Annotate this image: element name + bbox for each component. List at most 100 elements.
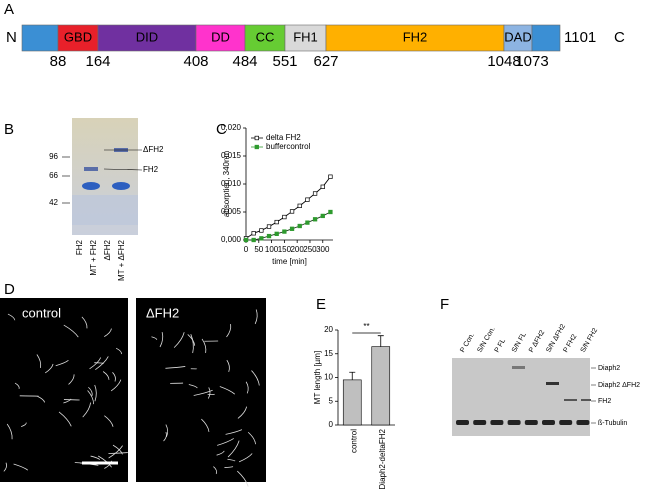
- tubulin-band: [507, 420, 521, 425]
- domain-name: DID: [136, 29, 158, 44]
- legend-label: delta FH2: [266, 133, 301, 142]
- point: [328, 174, 333, 179]
- filament: [3, 462, 7, 472]
- filament: [36, 354, 42, 369]
- band-label: ß-Tubulin: [598, 420, 627, 427]
- series-line: [246, 211, 331, 241]
- y-tick-label: 20: [324, 325, 333, 334]
- band-label: FH2: [143, 165, 159, 174]
- marker-label: 96: [49, 152, 58, 161]
- error-bar: [377, 335, 384, 347]
- band: [546, 382, 559, 385]
- y-tick-label: 0,010: [221, 179, 242, 188]
- domain-name: DAD: [504, 29, 531, 44]
- band-label: Diaph2 ΔFH2: [598, 382, 640, 389]
- marker-label: 66: [49, 171, 58, 180]
- tubulin-band: [473, 420, 487, 425]
- filament: [151, 336, 158, 340]
- filament: [237, 406, 248, 419]
- band: [564, 399, 577, 401]
- tubulin-band: [456, 420, 469, 425]
- band-label: Diaph2: [598, 365, 620, 372]
- condition-label: ΔFH2: [146, 305, 179, 320]
- point: [274, 219, 279, 225]
- x-tick-label: 200: [290, 245, 304, 254]
- tubulin-band: [559, 420, 573, 425]
- domain-name: FH2: [403, 29, 428, 44]
- point: [266, 224, 272, 229]
- point: [320, 184, 325, 189]
- y-tick-label: 0: [329, 420, 334, 429]
- filament: [226, 323, 232, 338]
- filament: [159, 332, 164, 348]
- filament: [165, 366, 186, 369]
- point: [312, 217, 318, 222]
- filament: [245, 381, 249, 394]
- filament: [188, 384, 198, 389]
- lane-label: MT + FH2: [89, 239, 98, 275]
- filament: [219, 386, 236, 395]
- filament: [108, 445, 123, 459]
- filament: [94, 384, 97, 402]
- panel-label: E: [316, 296, 326, 313]
- domain-box: [503, 24, 533, 52]
- filament: [213, 466, 218, 475]
- gel-band: [112, 182, 130, 190]
- x-tick-label: control: [349, 429, 358, 453]
- point: [251, 237, 256, 243]
- y-tick-label: 0,005: [221, 207, 242, 216]
- bar: [342, 379, 362, 426]
- domain-box: [97, 24, 197, 52]
- filament: [237, 470, 249, 487]
- domain-name: GBD: [64, 29, 92, 44]
- domain-name: DD: [211, 29, 230, 44]
- filament: [37, 395, 45, 403]
- filament: [104, 415, 114, 427]
- filament: [68, 374, 75, 385]
- filament: [95, 356, 109, 370]
- length: 1101: [564, 29, 596, 46]
- domain-box: [21, 24, 59, 52]
- point: [259, 236, 264, 241]
- lane-label: S/N FL: [511, 331, 528, 353]
- error-bar: [349, 371, 356, 380]
- lane-label: FH2: [75, 239, 84, 255]
- filament: [110, 379, 122, 392]
- annotation: **: [363, 322, 369, 331]
- panel-label: D: [4, 281, 15, 298]
- filament: [225, 429, 243, 435]
- y-tick-label: 5: [329, 396, 334, 405]
- boundary: 484: [232, 53, 257, 70]
- filament: [58, 411, 72, 427]
- point: [297, 223, 302, 229]
- filament: [251, 370, 260, 386]
- y-tick-label: 0,020: [221, 123, 242, 132]
- lane-label: MT + ΔFH2: [117, 239, 126, 281]
- x-tick-label: 300: [316, 245, 330, 254]
- domain-box: [57, 24, 99, 52]
- boundary: 627: [313, 53, 338, 70]
- filament: [88, 386, 93, 396]
- boundary: 1073: [515, 53, 548, 70]
- tubulin-band: [542, 420, 555, 425]
- boundary: 408: [183, 53, 208, 70]
- n-term: N: [6, 29, 17, 46]
- filament: [63, 324, 79, 338]
- x-tick-label: 0: [244, 245, 249, 254]
- filament: [44, 363, 54, 374]
- lane-label: P ΔFH2: [528, 329, 546, 354]
- x-tick-label: 150: [278, 245, 292, 254]
- filament: [21, 422, 27, 427]
- y-tick-label: 0,000: [221, 235, 242, 244]
- filament: [216, 450, 225, 456]
- filament: [247, 431, 256, 445]
- x-tick-label: 50: [254, 245, 263, 254]
- band-label: ΔFH2: [143, 145, 164, 154]
- panel-label: A: [4, 1, 14, 18]
- bar: [371, 346, 391, 426]
- lane-label: P Con.: [459, 332, 476, 354]
- filament: [82, 402, 92, 418]
- y-tick-label: 10: [324, 373, 333, 382]
- point: [259, 228, 264, 233]
- domain-box: [195, 24, 246, 52]
